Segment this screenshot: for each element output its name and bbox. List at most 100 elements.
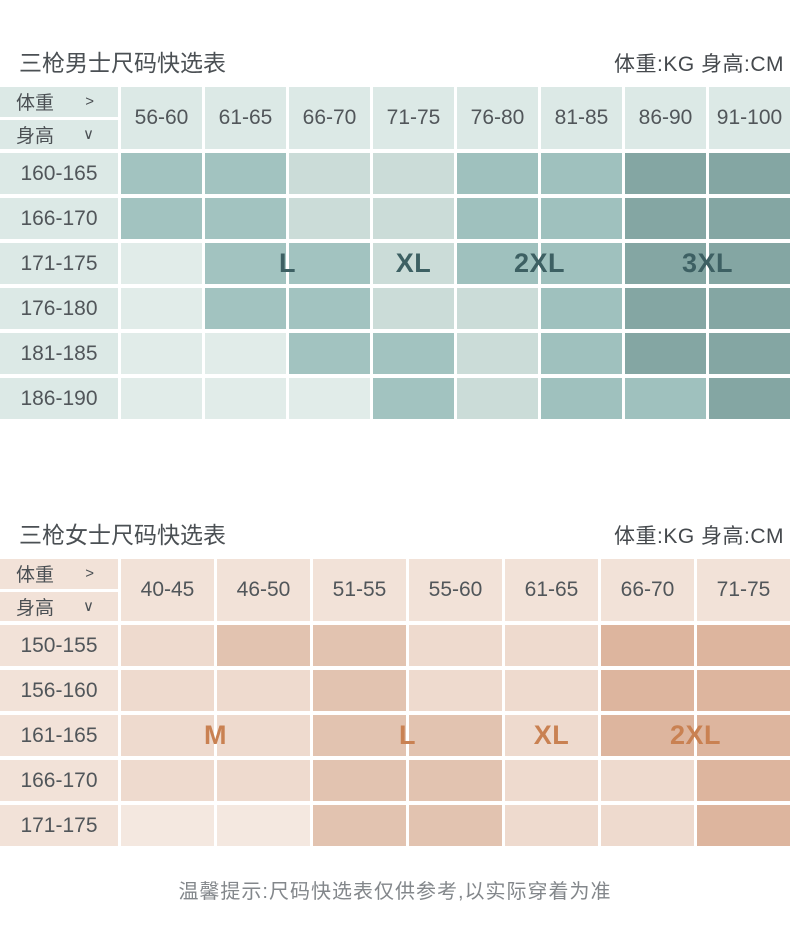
size-cell	[217, 670, 310, 711]
size-cell	[505, 805, 598, 846]
column-header: 91-100	[709, 87, 790, 149]
size-label: XL	[395, 248, 432, 278]
size-cell	[289, 153, 370, 194]
size-cell	[601, 715, 694, 756]
size-cell	[205, 153, 286, 194]
size-cell	[457, 243, 538, 284]
size-cell	[289, 288, 370, 329]
weight-axis-label-cell: 体重 >	[0, 87, 118, 117]
size-cell	[541, 198, 622, 239]
row-header: 161-165	[0, 715, 118, 756]
column-header: 51-55	[313, 559, 406, 621]
size-label: 2XL	[669, 720, 722, 750]
size-cell	[409, 715, 502, 756]
women-size-table: 三枪女士尺码快选表 体重:KG 身高:CM 体重 > 身高 ∨ 40-45 46-50 51…	[0, 419, 790, 846]
size-cell	[205, 288, 286, 329]
size-cell	[601, 670, 694, 711]
size-cell	[625, 243, 706, 284]
size-cell	[217, 715, 310, 756]
column-header: 61-65	[205, 87, 286, 149]
size-cell	[505, 670, 598, 711]
size-label: 3XL	[681, 248, 734, 278]
men-table-header: 三枪男士尺码快选表 体重:KG 身高:CM	[0, 44, 790, 76]
size-cell	[505, 760, 598, 801]
size-cell	[709, 198, 790, 239]
size-cell	[625, 378, 706, 419]
size-cell	[541, 153, 622, 194]
column-header: 76-80	[457, 87, 538, 149]
size-cell	[373, 153, 454, 194]
column-header: 61-65	[505, 559, 598, 621]
size-cell	[205, 243, 286, 284]
height-axis-label-cell: 身高 ∨	[0, 119, 118, 149]
size-cell	[205, 378, 286, 419]
size-cell	[541, 243, 622, 284]
size-cell	[409, 670, 502, 711]
height-arrow-icon: ∨	[83, 126, 94, 144]
column-header: 40-45	[121, 559, 214, 621]
size-cell	[313, 625, 406, 666]
size-cell	[409, 805, 502, 846]
size-cell	[625, 333, 706, 374]
size-cell	[709, 288, 790, 329]
size-cell	[121, 715, 214, 756]
height-axis-label-cell: 身高 ∨	[0, 591, 118, 621]
size-cell	[697, 760, 790, 801]
column-header: 55-60	[409, 559, 502, 621]
row-header: 160-165	[0, 153, 118, 194]
size-cell	[313, 805, 406, 846]
size-cell	[289, 333, 370, 374]
size-cell	[625, 288, 706, 329]
size-cell	[409, 625, 502, 666]
men-size-table: 三枪男士尺码快选表 体重:KG 身高:CM 体重 > 身高 ∨ 56-60 61-65 66…	[0, 0, 790, 419]
size-cell	[205, 333, 286, 374]
column-header: 81-85	[541, 87, 622, 149]
size-cell	[409, 760, 502, 801]
size-label: 2XL	[513, 248, 566, 278]
weight-arrow-icon: >	[85, 93, 94, 111]
size-cell	[457, 288, 538, 329]
size-label: M	[204, 720, 227, 750]
column-header: 46-50	[217, 559, 310, 621]
row-header: 156-160	[0, 670, 118, 711]
size-cell	[697, 625, 790, 666]
size-cell	[457, 198, 538, 239]
size-cell	[601, 805, 694, 846]
size-cell	[313, 670, 406, 711]
size-cell	[121, 153, 202, 194]
column-header: 66-70	[601, 559, 694, 621]
weight-axis-label: 体重	[16, 93, 55, 115]
height-axis-label: 身高	[16, 597, 55, 619]
size-cell	[697, 805, 790, 846]
size-cell	[601, 625, 694, 666]
row-header: 181-185	[0, 333, 118, 374]
size-cell	[289, 198, 370, 239]
size-cell	[457, 153, 538, 194]
men-size-grid: 体重 > 身高 ∨ 56-60 61-65 66-70 71-75 76-80 81-85 86-9…	[0, 87, 790, 419]
row-header: 171-175	[0, 243, 118, 284]
size-cell	[373, 288, 454, 329]
row-header: 176-180	[0, 288, 118, 329]
row-header: 166-170	[0, 760, 118, 801]
height-arrow-icon: ∨	[83, 598, 94, 616]
size-cell	[709, 378, 790, 419]
row-header: 171-175	[0, 805, 118, 846]
size-cell	[217, 805, 310, 846]
size-cell	[373, 378, 454, 419]
size-cell	[217, 760, 310, 801]
weight-arrow-icon: >	[85, 565, 94, 583]
size-cell	[541, 333, 622, 374]
size-cell	[289, 243, 370, 284]
size-cell	[289, 378, 370, 419]
table-title: 三枪男士尺码快选表	[19, 50, 226, 76]
size-cell	[709, 333, 790, 374]
corner-cell: 体重 > 身高 ∨	[0, 87, 118, 149]
size-label: XL	[533, 720, 570, 750]
size-label: L	[399, 720, 416, 750]
size-cell	[373, 243, 454, 284]
size-cell	[697, 715, 790, 756]
size-cell	[505, 715, 598, 756]
size-cell	[121, 243, 202, 284]
weight-axis-label-cell: 体重 >	[0, 559, 118, 589]
